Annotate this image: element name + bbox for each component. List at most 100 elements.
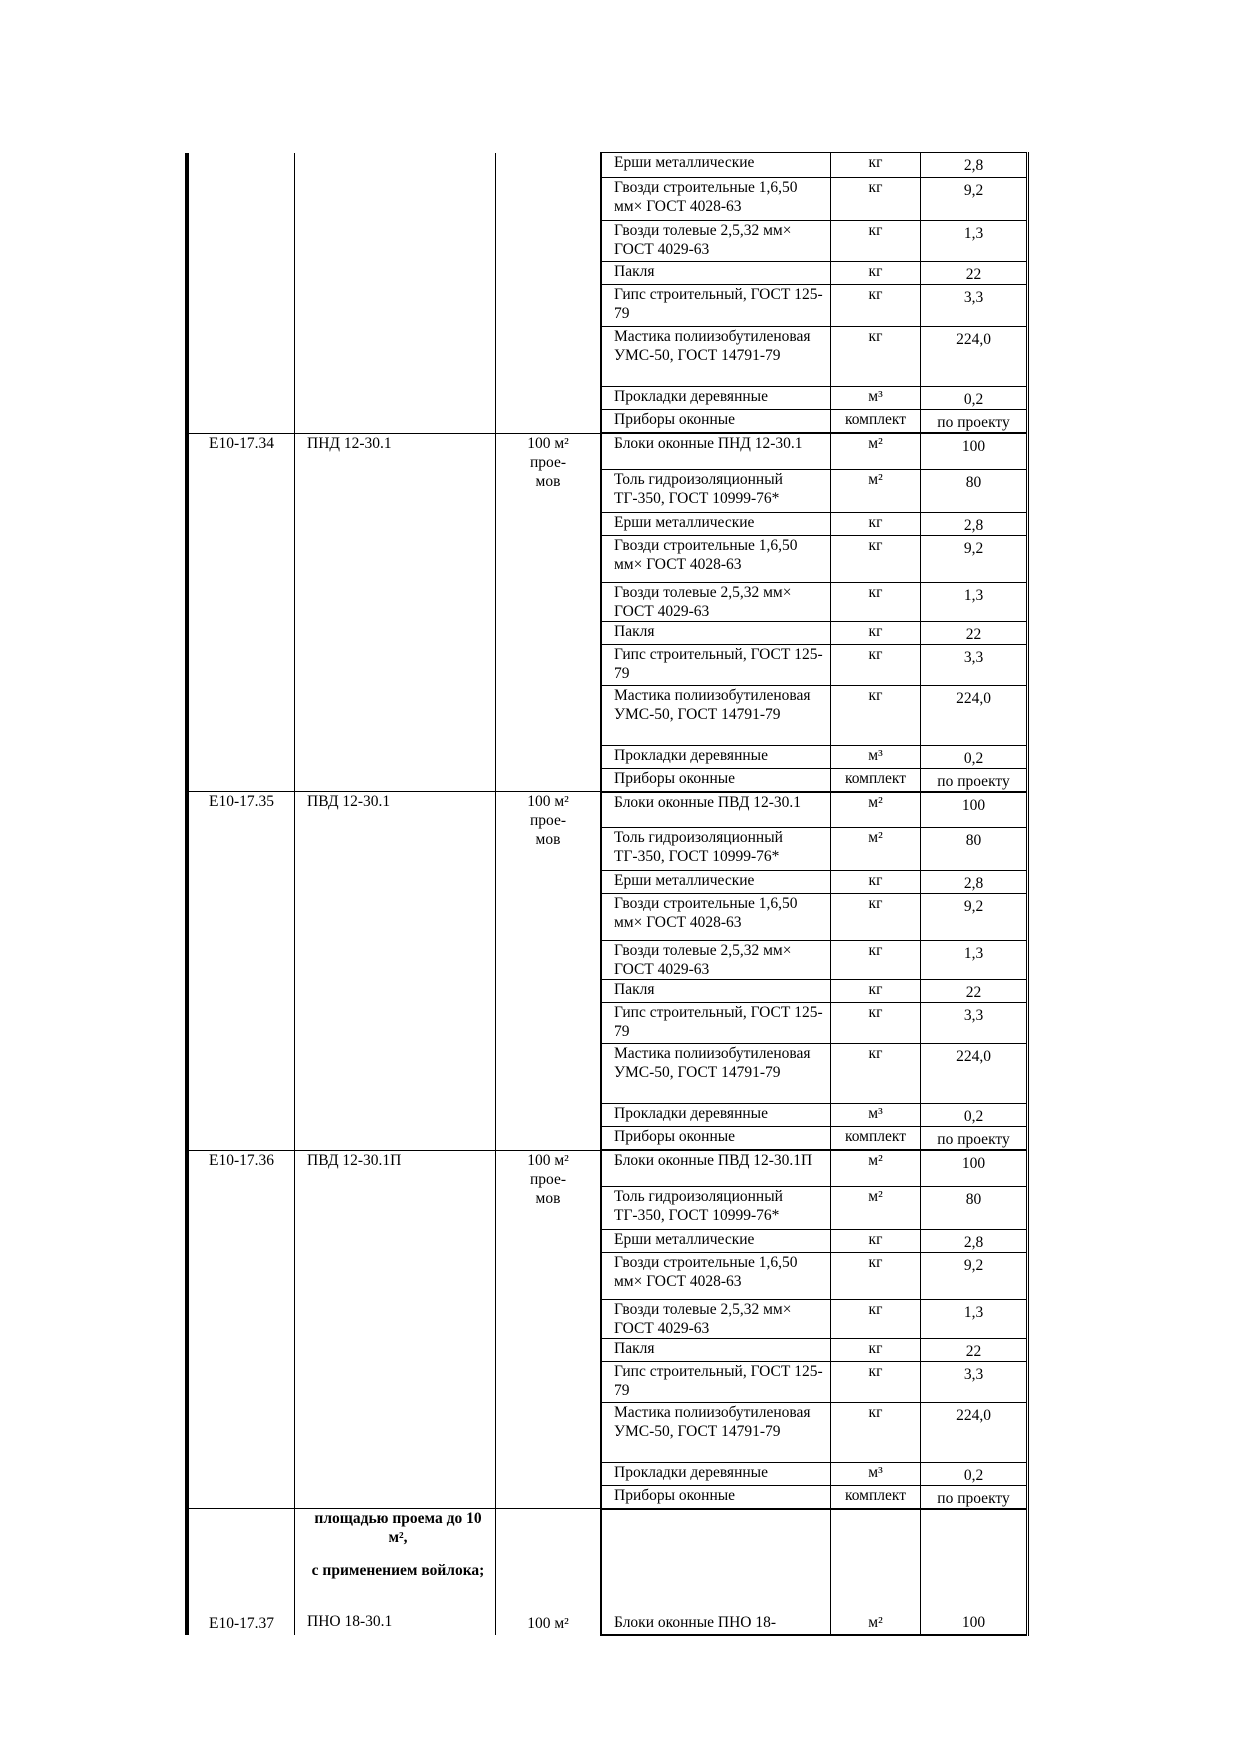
material-name: Гвозди толевые 2,5,32 мм× ГОСТ 4029-63 — [600, 1298, 831, 1339]
material-unit: м² — [830, 1507, 921, 1636]
qty-value: 2,8 — [963, 875, 984, 892]
material-unit: кг — [830, 1360, 921, 1403]
material-unit: кг — [830, 1043, 921, 1104]
table-row: Толь гидроизоляционный ТГ-350, ГОСТ 1099… — [187, 1185, 1029, 1230]
table-row: Приборы оконные комплект по проекту — [187, 1126, 1029, 1151]
measure-unit-line: прое- — [529, 812, 567, 829]
table-row: Гвозди толевые 2,5,32 мм× ГОСТ 4029-63 кг… — [187, 1298, 1029, 1339]
material-unit: кг — [830, 534, 921, 583]
table-row: Е10-17.36 ПВД 12-30.1П 100 м² прое-мов Блоки… — [185, 1149, 1029, 1509]
material-qty: 224,0 — [920, 684, 1029, 746]
material-name: Прокладки деревянные — [600, 1103, 831, 1127]
material-qty: по проекту — [920, 1126, 1029, 1151]
qty-value: 1,3 — [963, 586, 984, 604]
table-row: Толь гидроизоляционный ТГ-350, ГОСТ 1099… — [187, 468, 1029, 513]
material-unit: кг — [830, 893, 921, 941]
qty-value: 224,0 — [956, 1406, 991, 1424]
material-qty: по проекту — [920, 409, 1029, 434]
material-qty: 80 — [920, 1185, 1029, 1230]
material-name: Гвозди строительные 1,6,50 мм× ГОСТ 4028… — [600, 893, 831, 941]
material-qty: 2,8 — [920, 152, 1029, 178]
material-unit: кг — [830, 261, 921, 285]
table-row: Гвозди строительные 1,6,50 мм× ГОСТ 4028… — [187, 893, 1029, 941]
qty-value: 2,8 — [963, 516, 984, 534]
material-name: Гипс строительный, ГОСТ 125-79 — [600, 1002, 831, 1044]
table-row: Е10-17.37 площадью проема до 10 м², с прим… — [185, 1507, 1029, 1636]
table-row: Пакля кг 22 — [187, 1337, 1029, 1362]
material-name: Гипс строительный, ГОСТ 125-79 — [600, 284, 831, 327]
material-qty: 80 — [920, 827, 1029, 871]
material-unit: кг — [830, 326, 921, 387]
table-row: Ерши металлические кг 2,8 — [185, 152, 1029, 433]
norm-code: Е10-17.37 — [185, 1508, 295, 1635]
table-row: Приборы оконные комплект по проекту — [187, 1484, 1029, 1509]
section-heading-2: с применением войлока; — [311, 1562, 485, 1579]
table-row: Гвозди толевые 2,5,32 мм× ГОСТ 4029-63 кг… — [187, 220, 1029, 262]
qty-value: 22 — [965, 984, 982, 1001]
material-name: Мастика полиизобутиленовая УМС-50, ГОСТ … — [600, 1401, 831, 1463]
material-name: Мастика полиизобутиленовая УМС-50, ГОСТ … — [600, 326, 831, 387]
measure-unit-line: мов — [535, 472, 561, 490]
table-row: Мастика полиизобутиленовая УМС-50, ГОСТ … — [187, 684, 1029, 746]
material-unit: комплект — [830, 1126, 921, 1151]
measure-unit-line: прое- — [529, 1170, 567, 1188]
material-name: Гвозди толевые 2,5,32 мм× ГОСТ 4029-63 — [600, 220, 831, 262]
material-unit: кг — [830, 979, 921, 1003]
measure-unit-line: мов — [535, 831, 561, 848]
material-qty: 100 — [920, 790, 1029, 828]
norm-code: Е10-17.34 — [185, 432, 295, 792]
material-unit: кг — [830, 220, 921, 262]
material-unit: м² — [830, 1185, 921, 1230]
material-qty: 80 — [920, 468, 1029, 513]
measure-unit: 100 м² — [495, 1508, 602, 1635]
material-qty: 224,0 — [920, 1401, 1029, 1463]
material-unit: кг — [830, 1298, 921, 1339]
material-qty: 9,2 — [920, 1251, 1029, 1300]
measure-unit-line: 100 м² — [527, 1151, 569, 1169]
material-name: Толь гидроизоляционный ТГ-350, ГОСТ 1099… — [600, 1185, 831, 1230]
qty-value: 1,3 — [963, 1303, 984, 1321]
work-name: ПВД 12-30.1 — [294, 791, 496, 1150]
table-row: Приборы оконные комплект по проекту — [187, 767, 1029, 792]
table-row: Ерши металлические кг 2,8 — [187, 1228, 1029, 1253]
table-row: Прокладки деревянные м³ 0,2 — [187, 1103, 1029, 1127]
qty-value: 3,3 — [963, 1365, 984, 1383]
qty-value: 0,2 — [963, 391, 984, 408]
material-unit: м³ — [830, 1461, 921, 1486]
measure-unit — [495, 152, 602, 433]
qty-value: 3,3 — [963, 648, 984, 666]
material-unit: кг — [830, 1228, 921, 1253]
qty-value: 1,3 — [963, 945, 984, 962]
material-name: Пакля — [600, 620, 831, 645]
material-qty: по проекту — [920, 1484, 1029, 1509]
measure-unit-line: мов — [535, 1189, 561, 1207]
material-unit: кг — [830, 177, 921, 221]
qty-value: 9,2 — [963, 182, 984, 199]
table-row: Гвозди толевые 2,5,32 мм× ГОСТ 4029-63 кг… — [187, 581, 1029, 622]
qty-value: 0,2 — [963, 749, 984, 767]
material-unit: кг — [830, 1337, 921, 1362]
material-unit: кг — [830, 940, 921, 980]
material-unit: м³ — [830, 744, 921, 769]
qty-value: по проекту — [937, 1489, 1010, 1507]
material-unit: кг — [830, 1002, 921, 1044]
material-name: Прокладки деревянные — [600, 744, 831, 769]
measure-unit: 100 м² прое-мов — [495, 432, 602, 792]
material-qty: 22 — [920, 1337, 1029, 1362]
qty-value: 0,2 — [963, 1466, 984, 1484]
qty-value: 2,8 — [963, 1233, 984, 1251]
qty-value: 9,2 — [963, 898, 984, 915]
material-unit: кг — [830, 643, 921, 686]
table-row: Гвозди строительные 1,6,50 мм× ГОСТ 4028… — [187, 534, 1029, 583]
table-row: Мастика полиизобутиленовая УМС-50, ГОСТ … — [187, 326, 1029, 387]
material-unit: кг — [830, 620, 921, 645]
table-row: Гипс строительный, ГОСТ 125-79 кг 3,3 — [187, 284, 1029, 327]
material-name: Гвозди толевые 2,5,32 мм× ГОСТ 4029-63 — [600, 940, 831, 980]
material-qty: по проекту — [920, 767, 1029, 792]
material-qty: 0,2 — [920, 386, 1029, 410]
table-row: Гвозди строительные 1,6,50 мм× ГОСТ 4028… — [187, 1251, 1029, 1300]
material-qty: 2,8 — [920, 1228, 1029, 1253]
material-unit: м³ — [830, 386, 921, 410]
material-name: Приборы оконные — [600, 1484, 831, 1509]
material-name: Блоки оконные ПНО 18- — [600, 1507, 831, 1636]
